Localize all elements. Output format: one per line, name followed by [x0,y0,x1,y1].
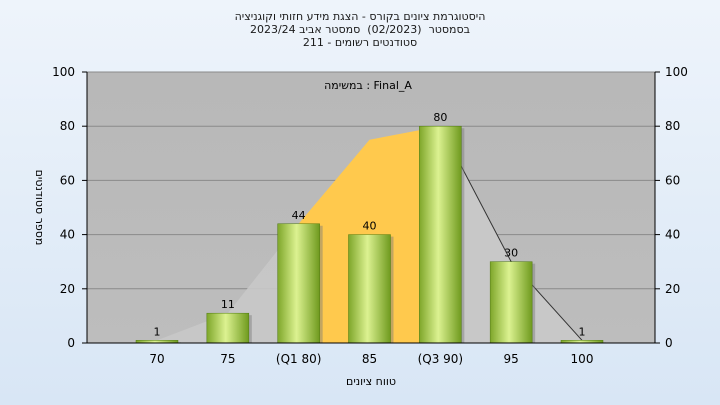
data-label: 80 [433,111,447,124]
data-label: 40 [363,220,377,233]
data-label: 1 [154,325,161,338]
x-tick-label: 95 [504,352,519,366]
y-tick-label-left: 100 [52,65,75,79]
bar [206,312,250,344]
y-tick-label-left: 0 [67,336,75,350]
y-axis-title: מספר סטודנטים [33,170,46,246]
y-tick-label-left: 20 [60,282,75,296]
y-tick-label-left: 80 [60,119,75,133]
y-tick-label-right: 100 [665,65,688,79]
chart-title-line-3: סטודנטים רשומים - 211 [302,36,418,49]
y-tick-label-right: 0 [665,336,673,350]
bar [348,234,391,344]
bar [489,261,533,344]
data-label: 1 [579,325,586,338]
axes: 0 0 20 20 40 40 60 60 80 80 100 100 70 75 (Q1 80) 85 (Q3… [52,65,688,366]
chart-title-line-2: בסמסטר (02/2023) סמסטר אביב 2023/24 [249,23,471,36]
x-tick-label: 100 [571,352,594,366]
chart-title: היסטוגרמת ציונים בקורס - הצגת מידע חזותי… [0,10,720,49]
data-label: 30 [504,247,518,260]
y-tick-label-right: 60 [665,173,680,187]
y-tick-label-right: 20 [665,282,680,296]
x-tick-label: 75 [220,352,235,366]
y-tick-label-right: 40 [665,228,680,242]
data-label: 44 [292,209,306,222]
y-tick-label-left: 40 [60,228,75,242]
bar [277,223,320,344]
y-tick-label-right: 80 [665,119,680,133]
y-tick-label-left: 60 [60,173,75,187]
task-annotation: במשימה : Final_A [324,79,412,92]
x-tick-label: 70 [149,352,164,366]
data-label: 11 [221,298,235,311]
bars [135,125,606,344]
x-tick-label: 85 [362,352,377,366]
x-axis-title: טווח ציונים [346,375,396,388]
x-tick-label: (Q3 90) [418,352,464,366]
x-tick-label: (Q1 80) [276,352,322,366]
area-left [157,223,299,343]
bar [419,125,462,344]
area-right [440,126,582,343]
chart-title-line-1: היסטוגרמת ציונים בקורס - הצגת מידע חזותי… [234,10,486,23]
